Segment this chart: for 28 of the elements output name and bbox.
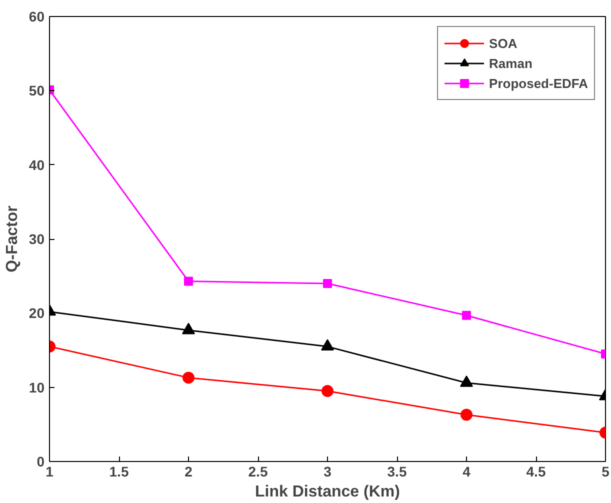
y-tick-label: 0 [36,454,45,470]
x-tick-label: 1 [46,464,54,480]
legend-label: SOA [489,36,518,50]
x-tick-label: 2.5 [248,464,268,480]
point [460,408,472,421]
x-axis-title: Link Distance (Km) [255,484,400,500]
y-tick-label: 10 [28,379,45,396]
y-axis-title: Q-Factor [4,206,21,272]
x-tick-label: 3 [324,464,332,480]
point [182,372,194,384]
x-tick-label: 2 [184,464,193,480]
point [184,276,193,286]
point [323,279,332,288]
x-tick-label: 1.5 [109,464,129,480]
point [321,339,334,351]
y-tick-label: 20 [28,305,45,322]
y-tick-label: 30 [28,231,45,247]
x-tick-label: 4 [462,464,471,480]
legend-label: Proposed-EDFA [489,76,588,90]
x-tick-label: 4.5 [526,464,546,480]
x-tick-label: 5 [602,464,610,480]
point [322,385,334,398]
legend-label: Raman [489,56,532,70]
x-tick-label: 3.5 [387,464,407,480]
point [462,310,471,320]
y-tick-label: 50 [28,82,45,99]
y-tick-label: 60 [28,8,45,24]
y-tick-label: 40 [28,156,45,173]
